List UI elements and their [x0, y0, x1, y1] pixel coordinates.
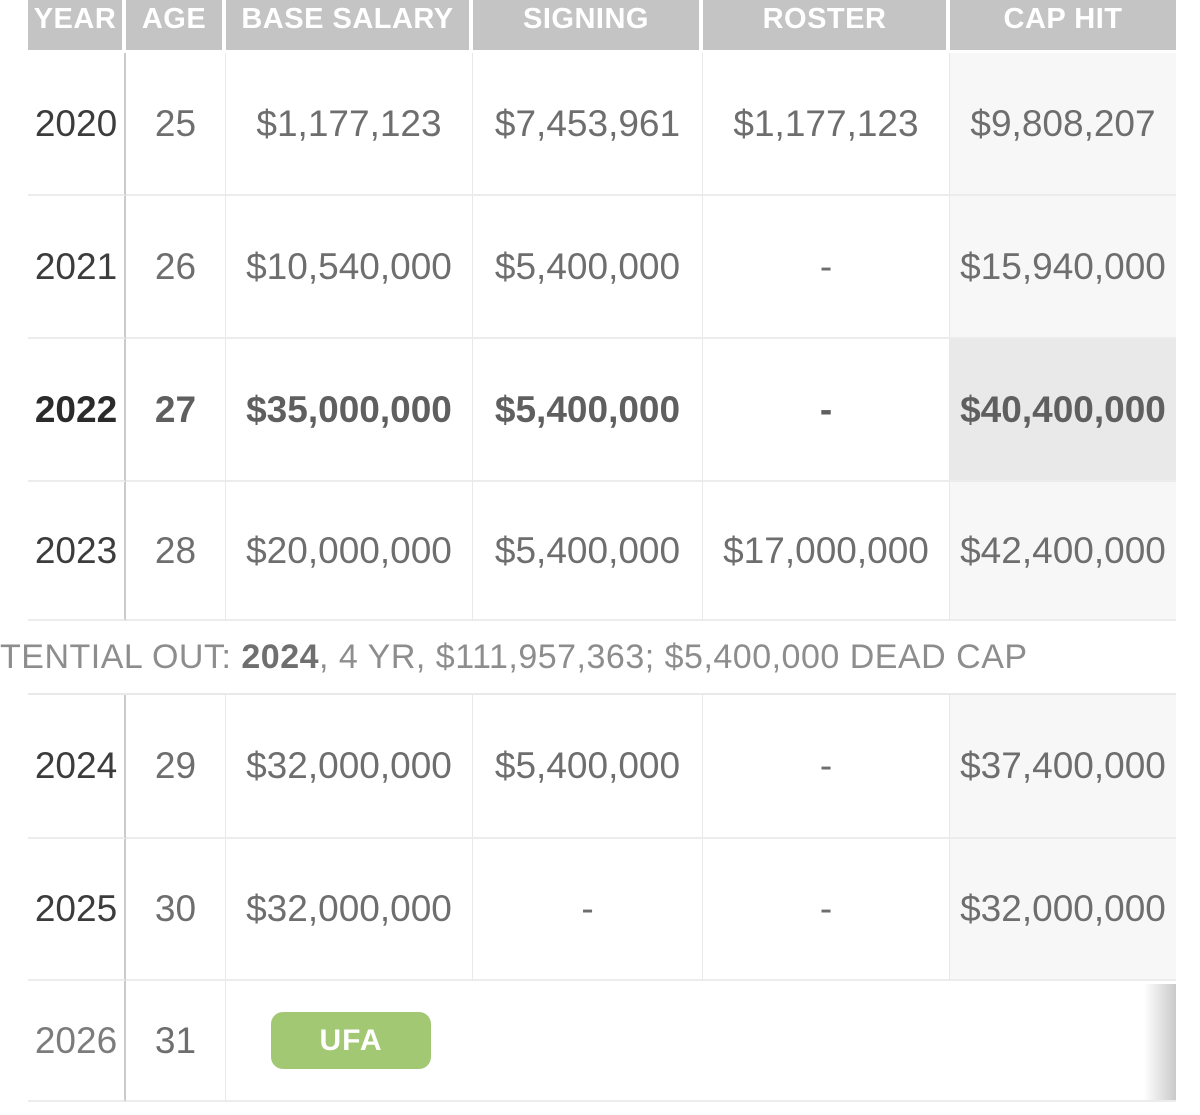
- cap-hit-cell: $42,400,000: [950, 482, 1176, 621]
- roster-cell: -: [703, 196, 950, 339]
- header-gap: [28, 50, 1176, 53]
- table-row: 2022 27 $35,000,000 $5,400,000- $40,400,000: [28, 339, 1176, 482]
- cap-hit-cell: $37,400,000: [950, 695, 1176, 839]
- column-header-signing: SIGNING: [473, 0, 703, 50]
- table-body-upper: 2020 25 $1,177,123 $7,453,961 $1,177,123 $9,8…: [28, 53, 1176, 621]
- note-prefix: TENTIAL OUT:: [0, 637, 242, 676]
- column-header-year: YEAR: [28, 0, 126, 50]
- age-cell: 31: [126, 981, 226, 1102]
- table-body-lower: 2024 29 $32,000,000 $5,400,000- $37,400,000 2…: [28, 695, 1176, 1102]
- column-header-roster: ROSTER: [703, 0, 950, 50]
- year-cell: 2022: [28, 339, 126, 482]
- year-cell: 2026: [28, 981, 126, 1102]
- year-cell: 2020: [28, 53, 126, 196]
- age-cell: 25: [126, 53, 226, 196]
- roster-cell: -: [703, 695, 950, 839]
- table-row: 2021 26 $10,540,000 $5,400,000- $15,940,000: [28, 196, 1176, 339]
- signing-cell: -: [473, 839, 703, 981]
- base-salary-cell: $10,540,000: [226, 196, 473, 339]
- column-header-base-salary: BASE SALARY: [226, 0, 473, 50]
- cap-hit-cell: $9,808,207: [950, 53, 1176, 196]
- age-cell: 26: [126, 196, 226, 339]
- roster-cell: $17,000,000: [703, 482, 950, 621]
- cap-hit-cell: $32,000,000: [950, 839, 1176, 981]
- age-cell: 29: [126, 695, 226, 839]
- ufa-status-badge: UFA: [271, 1012, 431, 1069]
- contract-breakdown-table: YEAR AGE BASE SALARY SIGNING ROSTER CAP …: [0, 0, 1176, 1102]
- cap-hit-cell: $40,400,000: [950, 339, 1176, 482]
- signing-cell: $7,453,961: [473, 53, 703, 196]
- table-row: 2020 25 $1,177,123 $7,453,961 $1,177,123 $9,8…: [28, 53, 1176, 196]
- column-header-cap-hit: CAP HIT: [950, 0, 1176, 50]
- base-salary-cell: $20,000,000: [226, 482, 473, 621]
- year-cell: 2024: [28, 695, 126, 839]
- table-header-row: YEAR AGE BASE SALARY SIGNING ROSTER CAP …: [28, 0, 1176, 50]
- signing-cell: $5,400,000: [473, 196, 703, 339]
- roster-cell: $1,177,123: [703, 53, 950, 196]
- table-row: 2026 31 UFA: [28, 981, 1176, 1102]
- age-cell: 30: [126, 839, 226, 981]
- roster-cell: -: [703, 839, 950, 981]
- cap-hit-cell: $15,940,000: [950, 196, 1176, 339]
- potential-out-note: TENTIAL OUT: 2024, 4 YR, $111,957,363; $…: [0, 638, 1028, 677]
- note-rest: , 4 YR, $111,957,363; $5,400,000 DEAD CA…: [319, 637, 1028, 676]
- column-header-age: AGE: [126, 0, 226, 50]
- potential-out-row: TENTIAL OUT: 2024, 4 YR, $111,957,363; $…: [0, 621, 1176, 695]
- signing-cell: $5,400,000: [473, 482, 703, 621]
- year-cell: 2023: [28, 482, 126, 621]
- table-row: 2025 30 $32,000,000- - $32,000,000: [28, 839, 1176, 981]
- signing-cell: $5,400,000: [473, 695, 703, 839]
- year-cell: 2021: [28, 196, 126, 339]
- base-salary-cell: $1,177,123: [226, 53, 473, 196]
- scroll-fade-overlay: [1144, 984, 1176, 1100]
- age-cell: 28: [126, 482, 226, 621]
- base-salary-cell: $32,000,000: [226, 839, 473, 981]
- table-row: 2024 29 $32,000,000 $5,400,000- $37,400,000: [28, 695, 1176, 839]
- year-cell: 2025: [28, 839, 126, 981]
- age-cell: 27: [126, 339, 226, 482]
- note-year: 2024: [241, 637, 320, 676]
- roster-cell: -: [703, 339, 950, 482]
- free-agency-cell: UFA: [226, 981, 1176, 1102]
- table-row: 2023 28 $20,000,000 $5,400,000 $17,000,000 $4…: [28, 482, 1176, 621]
- base-salary-cell: $32,000,000: [226, 695, 473, 839]
- signing-cell: $5,400,000: [473, 339, 703, 482]
- base-salary-cell: $35,000,000: [226, 339, 473, 482]
